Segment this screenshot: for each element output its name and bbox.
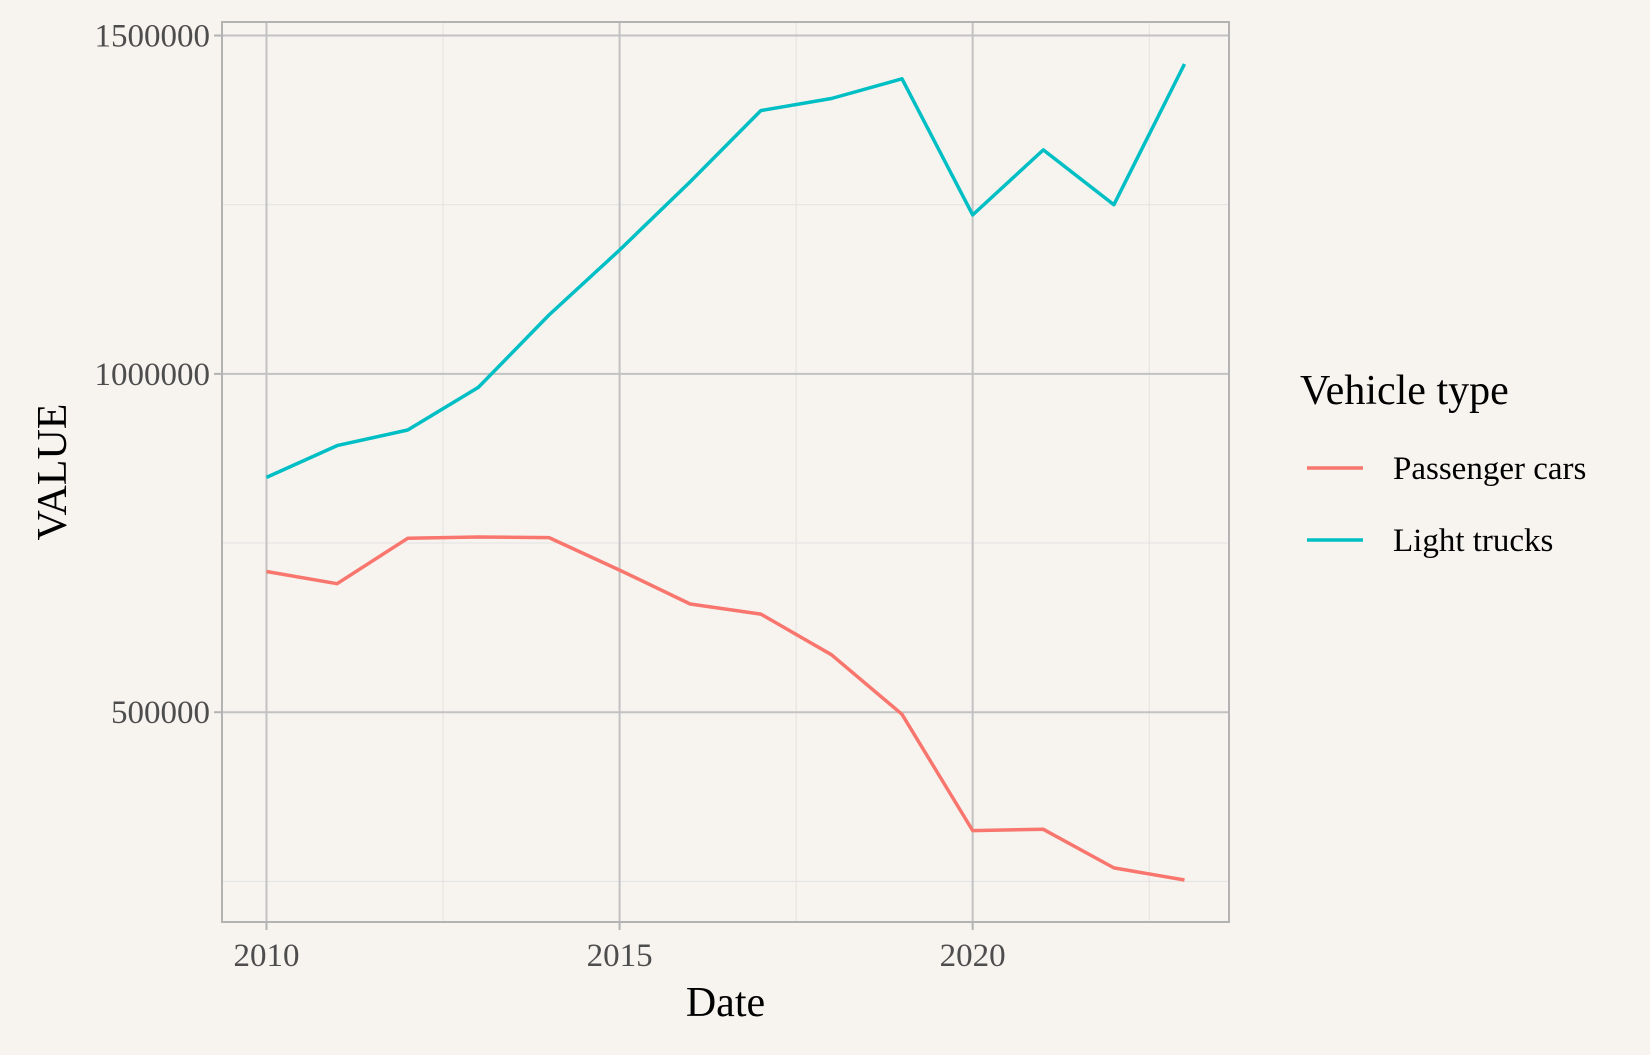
x-axis-title: Date bbox=[686, 980, 765, 1026]
axis-ticks bbox=[214, 34, 974, 930]
legend-label-passenger-cars: Passenger cars bbox=[1393, 451, 1586, 487]
x-axis-tick-labels: 2010 2015 2020 bbox=[233, 938, 1005, 974]
x-tick-label: 2015 bbox=[587, 938, 653, 974]
series-line-passenger-cars bbox=[266, 535, 1185, 882]
legend-title: Vehicle type bbox=[1300, 368, 1509, 414]
minor-gridlines bbox=[222, 22, 1229, 922]
y-axis-title: VALUE bbox=[30, 404, 76, 541]
legend: Vehicle type Passenger cars Light trucks bbox=[1300, 368, 1586, 559]
x-tick-label: 2010 bbox=[233, 938, 299, 974]
y-tick-label: 500000 bbox=[111, 695, 210, 731]
series-layer bbox=[265, 63, 1187, 882]
major-gridlines bbox=[222, 22, 1229, 922]
y-tick-label: 1000000 bbox=[95, 357, 211, 393]
y-axis-tick-labels: 500000 1000000 1500000 bbox=[95, 19, 211, 732]
y-tick-label: 1500000 bbox=[95, 19, 211, 55]
legend-label-light-trucks: Light trucks bbox=[1393, 523, 1553, 559]
legend-items: Passenger cars Light trucks bbox=[1307, 451, 1586, 559]
plot-panel-border bbox=[221, 21, 1230, 923]
x-tick-label: 2020 bbox=[940, 938, 1006, 974]
series-line-light-trucks bbox=[265, 63, 1187, 479]
